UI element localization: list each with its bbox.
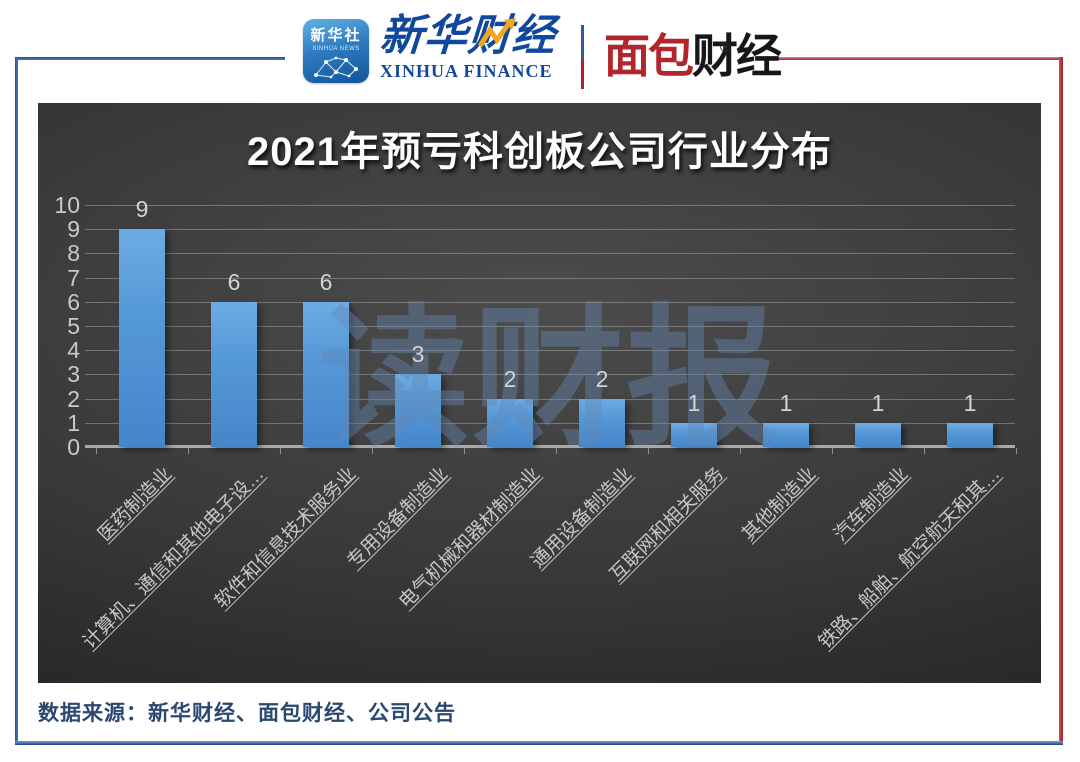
bar-value-label: 1 <box>779 389 793 416</box>
y-tick-label: 7 <box>67 264 80 291</box>
bar <box>303 301 349 447</box>
gridline <box>85 229 1015 231</box>
y-tick-label: 2 <box>67 385 80 412</box>
y-tick-label: 5 <box>67 313 80 339</box>
y-tick-label: 0 <box>67 434 80 460</box>
axis-tick <box>280 448 281 454</box>
frame-right-border <box>1059 57 1063 745</box>
bar <box>211 301 257 447</box>
bar-value-label: 2 <box>595 365 609 392</box>
bar <box>487 398 533 447</box>
bar <box>119 229 165 447</box>
bar <box>855 422 901 447</box>
bar <box>947 422 993 447</box>
bar <box>579 398 625 447</box>
axis-tick <box>188 448 189 454</box>
frame-top-left-segment <box>15 57 285 60</box>
watermark: 读财报 <box>318 294 780 464</box>
axis-baseline <box>85 445 1015 448</box>
gridline <box>85 350 1015 352</box>
y-tick-label: 9 <box>67 216 80 243</box>
bread-finance-black-part: 财经 <box>692 30 782 82</box>
gridline <box>85 326 1015 327</box>
axis-tick <box>924 448 925 454</box>
frame-top-right-segment <box>778 57 1062 60</box>
xinhua-news-logo-cn: 新华社 <box>310 27 362 44</box>
footer-source: 数据来源：新华财经、面包财经、公司公告 <box>38 701 456 725</box>
y-tick-label: 3 <box>67 361 80 388</box>
chart-panel: 2021年预亏科创板公司行业分布 0 1 2 3 4 5 6 7 8 9 10 9 医药制造业 6 计算机、… <box>38 103 1041 683</box>
y-tick-label: 4 <box>67 337 80 364</box>
gridline <box>85 205 1015 206</box>
xinhua-finance-wordmark: 新华财经 <box>378 11 558 61</box>
lightning-arrow-icon <box>478 18 516 48</box>
bar-value-label: 1 <box>871 389 885 416</box>
axis-tick <box>96 448 97 454</box>
axis-tick <box>1016 448 1017 454</box>
gridline <box>85 374 1015 376</box>
x-category-label: 医药制造业 <box>94 463 177 546</box>
bar-value-label: 3 <box>411 341 425 368</box>
y-tick-label: 6 <box>67 288 80 315</box>
x-category-label: 汽车制造业 <box>830 463 913 546</box>
registered-mark: ® <box>720 39 731 55</box>
axis-tick <box>832 448 833 454</box>
bar-value-label: 1 <box>963 389 977 416</box>
network-icon <box>314 56 358 79</box>
bar-value-label: 1 <box>687 389 701 416</box>
gridline <box>85 398 1015 400</box>
axis-tick <box>648 448 649 454</box>
gridline <box>85 277 1015 279</box>
xinhua-news-logo: 新华社 XINHUA NEWS <box>303 19 369 83</box>
axis-tick <box>372 448 373 454</box>
xinhua-finance-logo: 新华财经 XINHUA FINANCE <box>378 11 570 82</box>
gridline <box>85 253 1015 255</box>
bar <box>763 422 809 447</box>
axis-tick <box>740 448 741 454</box>
x-category-label: 铁路、船舶、航空航天和其… <box>814 463 1005 654</box>
bread-finance-logo: 面包财经 ® <box>604 30 782 82</box>
gridline <box>85 301 1015 303</box>
x-category-label: 其他制造业 <box>738 463 821 546</box>
chart-title: 2021年预亏科创板公司行业分布 <box>247 130 832 174</box>
axis-tick <box>464 448 465 454</box>
xinhua-finance-en: XINHUA FINANCE <box>380 61 553 81</box>
logo-divider <box>581 25 584 89</box>
x-category-label: 计算机、通信和其他电子设… <box>78 463 269 654</box>
bar <box>671 422 717 447</box>
xinhua-news-logo-en: XINHUA NEWS <box>312 46 360 52</box>
y-tick-label: 1 <box>67 409 80 436</box>
frame-left-border <box>15 57 18 743</box>
chart-plot: 0 1 2 3 4 5 6 7 8 9 10 9 医药制造业 6 计算机、通信和其他电子设… 6 软件和信息技术… <box>38 103 1041 683</box>
bar <box>395 374 441 447</box>
bar-value-label: 6 <box>319 268 333 295</box>
y-tick-label: 8 <box>67 240 80 267</box>
axis-tick <box>556 448 557 454</box>
bread-finance-red-part: 面包 <box>604 30 694 82</box>
y-tick-label: 10 <box>54 192 80 218</box>
bar-value-label: 2 <box>503 365 517 392</box>
gridline <box>85 422 1015 424</box>
frame-bottom-border <box>15 741 1063 745</box>
bar-value-label: 6 <box>227 268 241 295</box>
bar-value-label: 9 <box>135 196 149 223</box>
